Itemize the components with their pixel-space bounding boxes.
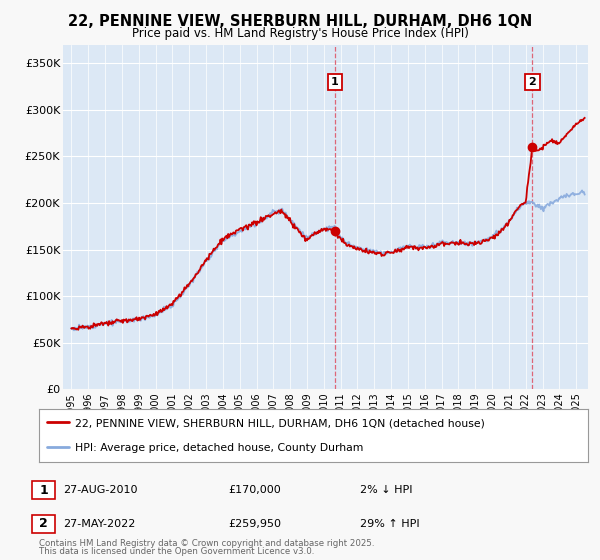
Text: 22, PENNINE VIEW, SHERBURN HILL, DURHAM, DH6 1QN (detached house): 22, PENNINE VIEW, SHERBURN HILL, DURHAM,… xyxy=(74,418,485,428)
Text: 27-AUG-2010: 27-AUG-2010 xyxy=(63,485,137,495)
Text: 29% ↑ HPI: 29% ↑ HPI xyxy=(360,519,419,529)
Text: £259,950: £259,950 xyxy=(228,519,281,529)
Text: 1: 1 xyxy=(39,483,48,497)
Text: £170,000: £170,000 xyxy=(228,485,281,495)
Text: 27-MAY-2022: 27-MAY-2022 xyxy=(63,519,136,529)
Text: 22, PENNINE VIEW, SHERBURN HILL, DURHAM, DH6 1QN: 22, PENNINE VIEW, SHERBURN HILL, DURHAM,… xyxy=(68,14,532,29)
Text: This data is licensed under the Open Government Licence v3.0.: This data is licensed under the Open Gov… xyxy=(39,547,314,556)
Text: 2: 2 xyxy=(39,517,48,530)
Text: HPI: Average price, detached house, County Durham: HPI: Average price, detached house, Coun… xyxy=(74,443,363,453)
Text: 2: 2 xyxy=(529,77,536,87)
Text: Price paid vs. HM Land Registry's House Price Index (HPI): Price paid vs. HM Land Registry's House … xyxy=(131,27,469,40)
Text: 1: 1 xyxy=(331,77,338,87)
Text: Contains HM Land Registry data © Crown copyright and database right 2025.: Contains HM Land Registry data © Crown c… xyxy=(39,539,374,548)
Text: 2% ↓ HPI: 2% ↓ HPI xyxy=(360,485,413,495)
